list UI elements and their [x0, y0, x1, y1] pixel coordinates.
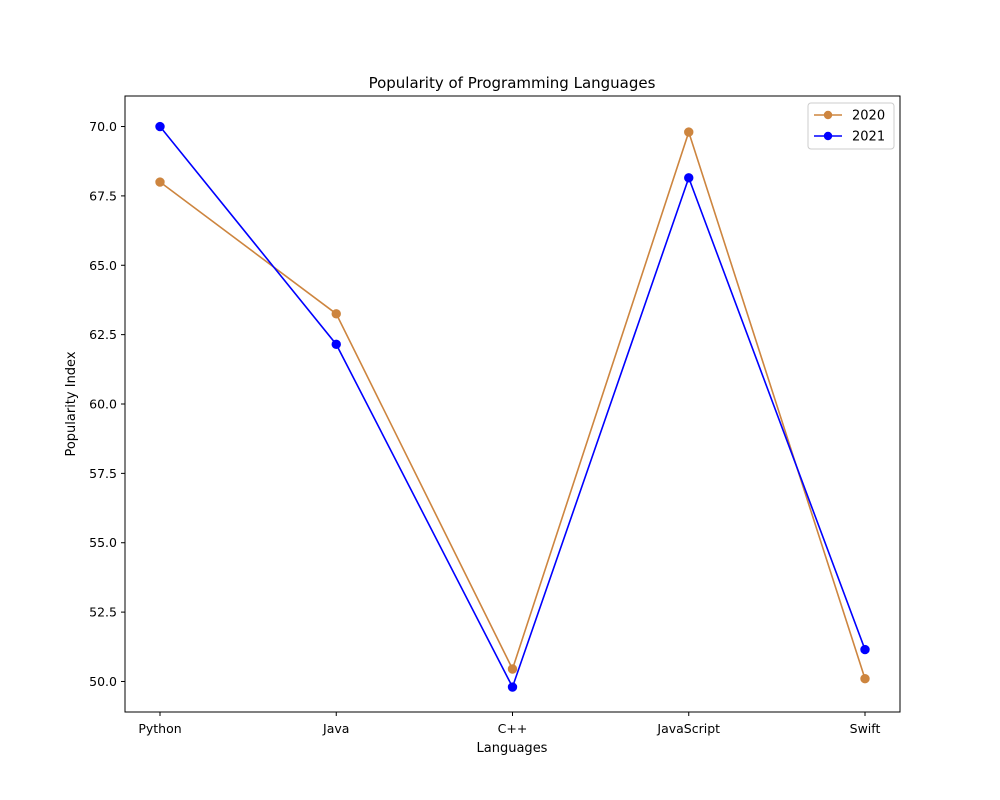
y-tick-label: 70.0	[89, 119, 117, 134]
legend-marker-2021	[823, 131, 833, 141]
legend-marker-2020	[823, 110, 833, 120]
x-tick-label: Swift	[850, 721, 881, 736]
data-point-2020	[155, 177, 165, 187]
data-point-2020	[331, 309, 341, 319]
data-point-2021	[860, 644, 870, 655]
y-tick-label: 62.5	[89, 327, 117, 342]
y-tick-label: 60.0	[89, 397, 117, 412]
data-point-2020	[860, 674, 870, 684]
x-tick-label: JavaScript	[656, 721, 720, 736]
data-point-2021	[507, 682, 518, 692]
x-tick-label: C++	[498, 721, 528, 736]
x-tick-label: Python	[138, 721, 181, 736]
y-tick-label: 50.0	[89, 674, 117, 689]
data-point-2021	[331, 339, 341, 350]
y-tick-label: 52.5	[89, 605, 117, 620]
chart-title: Popularity of Programming Languages	[369, 74, 656, 92]
data-point-2021	[155, 121, 165, 132]
x-tick-label: Java	[322, 721, 349, 736]
legend-label: 2020	[852, 109, 885, 124]
data-point-2021	[684, 173, 694, 183]
y-tick-label: 67.5	[89, 188, 117, 203]
y-axis-label: Popularity Index	[64, 351, 79, 456]
legend-label: 2021	[852, 130, 885, 145]
plot-area: Python Java C++ JavaScript Swift 50.0 52.5 55.0…	[89, 95, 901, 736]
data-point-2020	[684, 127, 694, 137]
x-axis-label: Languages	[477, 741, 548, 756]
y-tick-label: 55.0	[89, 535, 117, 550]
data-point-2020	[507, 664, 518, 674]
y-tick-label: 57.5	[89, 466, 117, 481]
y-tick-label: 65.0	[89, 258, 117, 273]
